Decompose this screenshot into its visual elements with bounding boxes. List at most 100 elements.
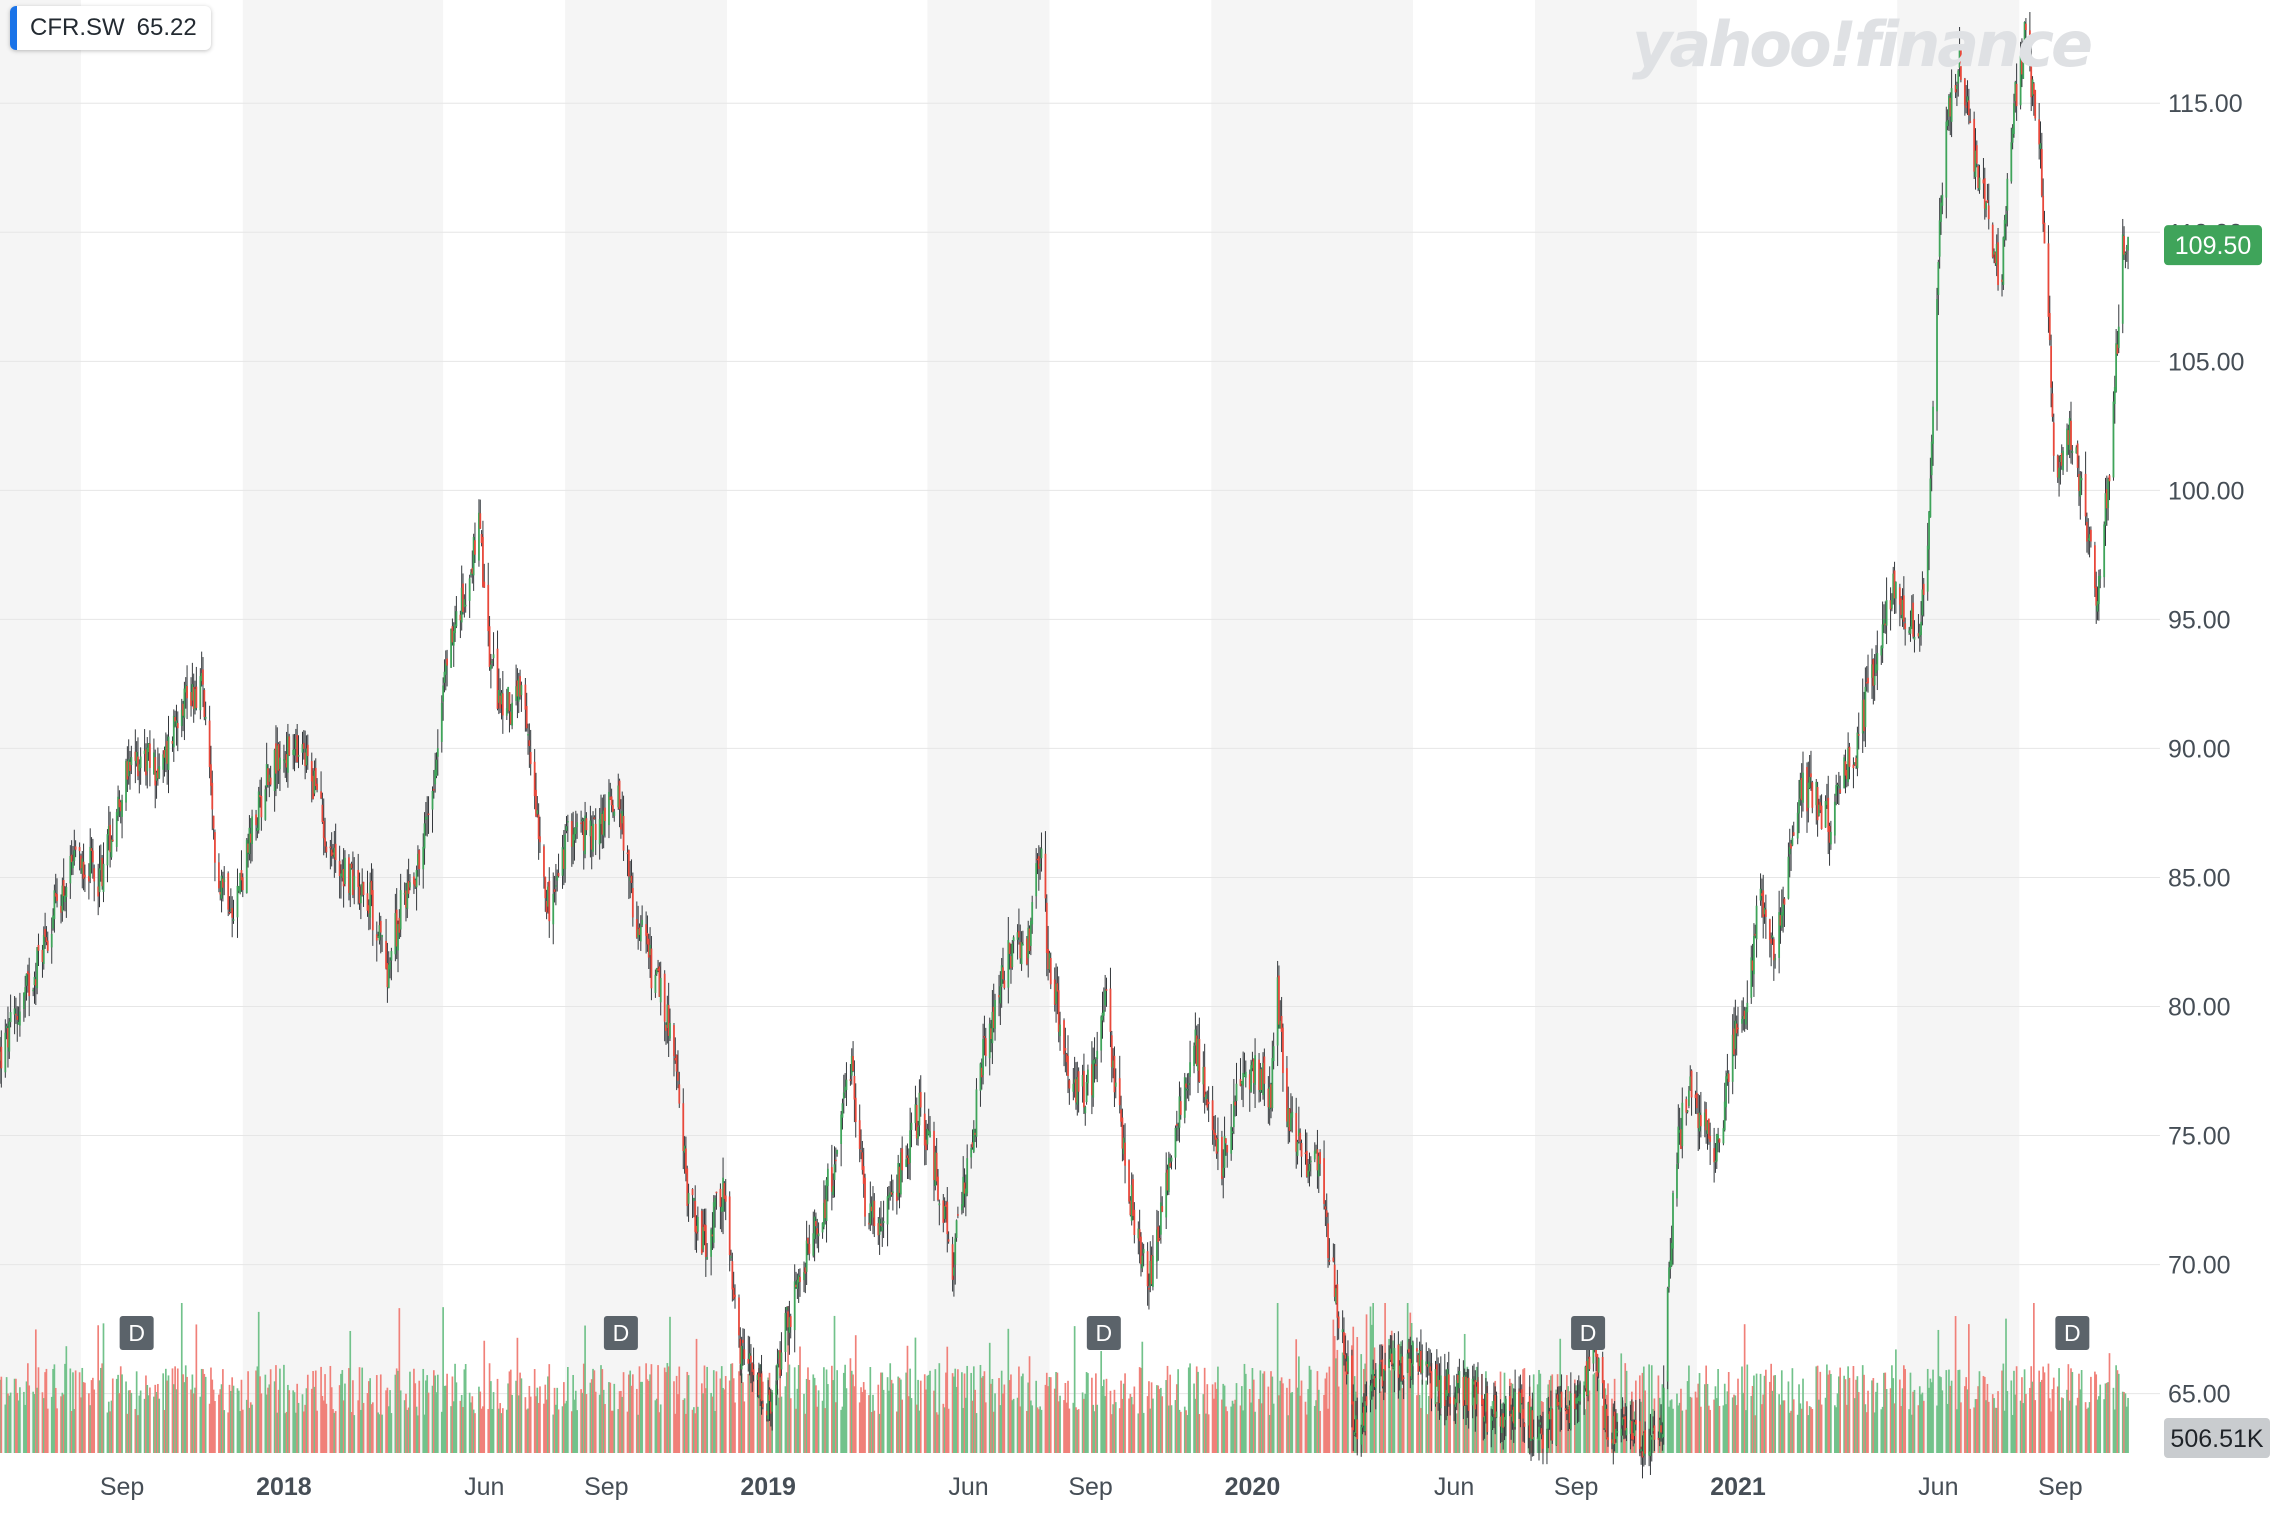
candle[interactable] bbox=[2104, 477, 2107, 546]
candle[interactable] bbox=[1855, 755, 1857, 770]
candle[interactable] bbox=[269, 765, 272, 787]
candle[interactable] bbox=[37, 933, 40, 967]
candle[interactable] bbox=[618, 778, 621, 828]
candle[interactable] bbox=[1568, 1400, 1571, 1430]
candle[interactable] bbox=[630, 859, 633, 894]
candle[interactable] bbox=[1490, 1408, 1493, 1448]
candle[interactable] bbox=[1064, 1027, 1067, 1073]
candle[interactable] bbox=[171, 736, 174, 752]
candle[interactable] bbox=[592, 811, 594, 857]
candle[interactable] bbox=[830, 1144, 833, 1211]
candle[interactable] bbox=[463, 594, 466, 618]
candle[interactable] bbox=[1463, 1368, 1466, 1406]
candle[interactable] bbox=[44, 912, 47, 949]
candle[interactable] bbox=[1583, 1385, 1586, 1415]
candle[interactable] bbox=[62, 858, 65, 911]
candle[interactable] bbox=[1029, 917, 1032, 956]
candle[interactable] bbox=[158, 753, 161, 780]
candle[interactable] bbox=[602, 794, 605, 849]
candle[interactable] bbox=[564, 824, 567, 883]
candle[interactable] bbox=[561, 834, 564, 889]
candle[interactable] bbox=[212, 815, 215, 840]
candle[interactable] bbox=[1203, 1043, 1206, 1114]
candle[interactable] bbox=[1718, 1138, 1721, 1153]
candle[interactable] bbox=[1829, 820, 1832, 850]
candle[interactable] bbox=[1244, 1060, 1247, 1088]
candle[interactable] bbox=[1982, 158, 1985, 199]
candle[interactable] bbox=[329, 839, 332, 870]
candle[interactable] bbox=[2039, 121, 2042, 169]
candle[interactable] bbox=[812, 1211, 815, 1258]
candle[interactable] bbox=[2076, 440, 2079, 478]
candle[interactable] bbox=[501, 671, 504, 734]
candle[interactable] bbox=[1025, 935, 1028, 966]
candle[interactable] bbox=[42, 926, 45, 970]
candle[interactable] bbox=[1843, 754, 1846, 789]
candle[interactable] bbox=[2086, 512, 2088, 553]
candle[interactable] bbox=[535, 772, 537, 818]
candle[interactable] bbox=[850, 1048, 853, 1085]
candle[interactable] bbox=[1531, 1392, 1534, 1457]
candle[interactable] bbox=[1130, 1172, 1133, 1226]
candle[interactable] bbox=[1725, 1070, 1727, 1121]
candle[interactable] bbox=[594, 808, 597, 856]
candle[interactable] bbox=[747, 1335, 750, 1372]
candle[interactable] bbox=[1425, 1342, 1428, 1378]
candle[interactable] bbox=[947, 1231, 950, 1244]
candle[interactable] bbox=[1522, 1397, 1524, 1442]
candle[interactable] bbox=[1073, 1056, 1076, 1098]
candle[interactable] bbox=[756, 1372, 759, 1398]
candle[interactable] bbox=[1511, 1398, 1514, 1430]
candle[interactable] bbox=[2030, 39, 2033, 112]
candle[interactable] bbox=[1445, 1369, 1448, 1421]
candle[interactable] bbox=[310, 752, 313, 803]
candle[interactable] bbox=[13, 996, 16, 1035]
candle[interactable] bbox=[2113, 375, 2116, 424]
candle[interactable] bbox=[1867, 654, 1869, 693]
candle[interactable] bbox=[1019, 924, 1022, 964]
candle[interactable] bbox=[917, 1120, 919, 1146]
candle[interactable] bbox=[515, 664, 517, 706]
candle[interactable] bbox=[1587, 1341, 1589, 1402]
candle[interactable] bbox=[218, 853, 220, 893]
candle[interactable] bbox=[2059, 454, 2062, 485]
candle[interactable] bbox=[387, 951, 390, 989]
candle[interactable] bbox=[154, 749, 157, 809]
candle[interactable] bbox=[348, 854, 350, 901]
candle[interactable] bbox=[1056, 966, 1059, 1015]
candle[interactable] bbox=[1465, 1371, 1467, 1426]
candle[interactable] bbox=[520, 681, 523, 712]
candle[interactable] bbox=[102, 842, 105, 903]
candle[interactable] bbox=[507, 686, 510, 714]
candle[interactable] bbox=[683, 1136, 686, 1174]
candle[interactable] bbox=[566, 814, 569, 842]
candle[interactable] bbox=[1296, 1139, 1299, 1165]
candle[interactable] bbox=[1772, 937, 1775, 981]
candle[interactable] bbox=[1783, 897, 1786, 927]
candle[interactable] bbox=[1601, 1351, 1604, 1399]
candle[interactable] bbox=[1121, 1108, 1124, 1162]
candle[interactable] bbox=[1754, 924, 1757, 939]
candle[interactable] bbox=[2052, 413, 2055, 472]
candle[interactable] bbox=[24, 975, 27, 1018]
candle[interactable] bbox=[750, 1344, 752, 1384]
candle[interactable] bbox=[1685, 1096, 1688, 1126]
candle[interactable] bbox=[279, 741, 281, 791]
candle[interactable] bbox=[284, 751, 287, 778]
candle[interactable] bbox=[87, 863, 90, 900]
candle[interactable] bbox=[585, 812, 588, 836]
candle[interactable] bbox=[1347, 1340, 1349, 1374]
candle[interactable] bbox=[5, 1023, 8, 1040]
candle[interactable] bbox=[452, 622, 455, 667]
candle[interactable] bbox=[715, 1191, 718, 1210]
candle[interactable] bbox=[1319, 1149, 1321, 1176]
candle[interactable] bbox=[1205, 1091, 1207, 1106]
candle[interactable] bbox=[1309, 1156, 1312, 1177]
candle[interactable] bbox=[74, 840, 77, 858]
candle[interactable] bbox=[1393, 1333, 1396, 1393]
candle[interactable] bbox=[1234, 1095, 1237, 1117]
candle[interactable] bbox=[1518, 1376, 1520, 1419]
candle[interactable] bbox=[1447, 1351, 1450, 1407]
candle[interactable] bbox=[1418, 1341, 1421, 1372]
candle[interactable] bbox=[593, 815, 596, 820]
